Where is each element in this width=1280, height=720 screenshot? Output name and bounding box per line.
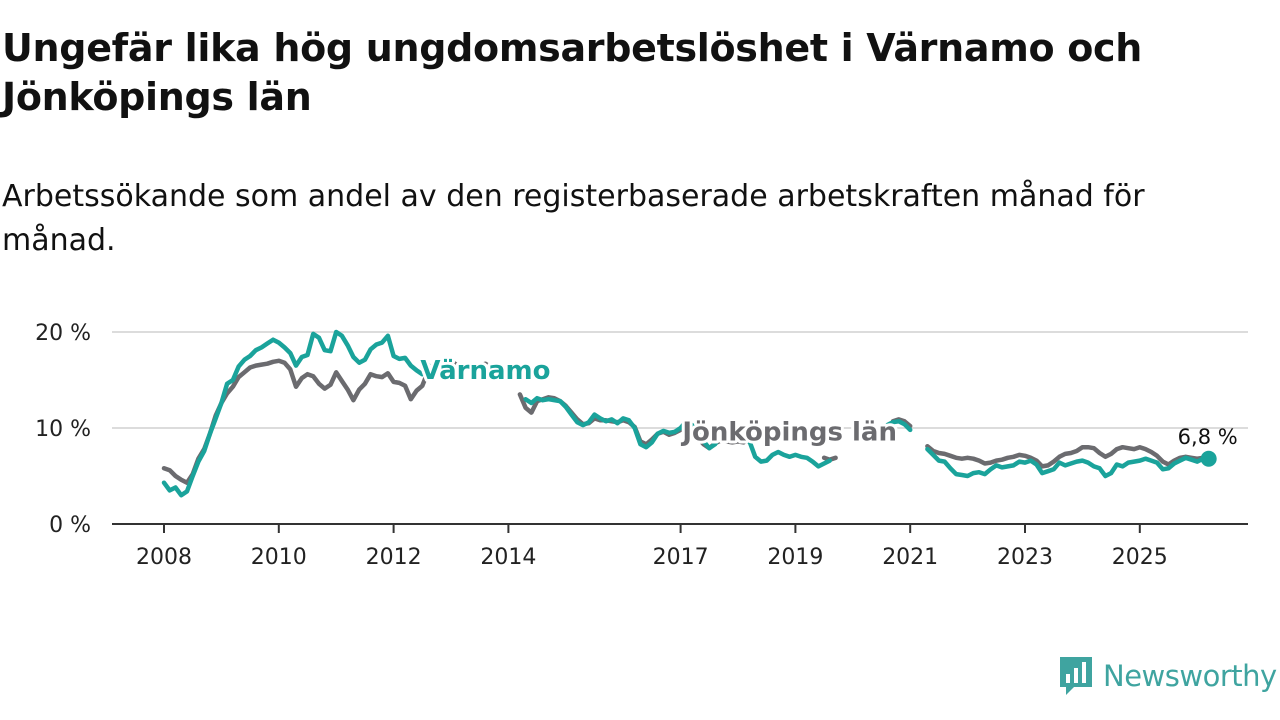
x-tick-label: 2021 (882, 545, 938, 570)
x-tick-label: 2008 (136, 545, 192, 570)
newsworthy-logo: Newsworthy (1058, 655, 1277, 697)
series-labels: Värnamo Jönköpings län 6,8 % (417, 353, 1238, 467)
series-line-jonkopings-lan (161, 358, 431, 485)
series-label-varnamo: Värnamo (420, 356, 550, 386)
x-tick-label: 2025 (1112, 545, 1168, 570)
x-tick-label: 2014 (480, 545, 536, 570)
x-tick-label: 2017 (653, 545, 709, 570)
series-label-jonkopings-lan: Jönköpings län (680, 417, 897, 447)
y-tick-label: 20 % (35, 321, 91, 346)
x-tick-label: 2012 (366, 545, 422, 570)
newsworthy-logo-text: Newsworthy (1103, 659, 1277, 693)
y-tick-label: 10 % (35, 417, 91, 442)
last-value-label: 6,8 % (1178, 425, 1238, 449)
series-line-varnamo (925, 446, 1211, 479)
series-line-jonkopings-lan (477, 361, 494, 370)
series-line-varnamo (523, 395, 833, 469)
newsworthy-logo-icon (1060, 657, 1092, 695)
x-tick-label: 2023 (997, 545, 1053, 570)
x-axis-ticks: 2008 2010 2012 2014 2017 2019 2021 2023 2025 (136, 524, 1168, 570)
x-tick-label: 2019 (767, 545, 823, 570)
series-line-varnamo (161, 329, 437, 498)
series-line-varnamo (884, 419, 913, 433)
series-lines (161, 329, 1211, 498)
last-value-dot (1200, 450, 1217, 467)
y-axis-ticks: 0 % 10 % 20 % (35, 321, 91, 538)
series-line-jonkopings-lan (925, 443, 1211, 469)
y-tick-label: 0 % (49, 513, 91, 538)
x-tick-label: 2010 (251, 545, 307, 570)
chart-title: Ungefär lika hög ungdomsarbetslöshet i V… (2, 26, 1143, 119)
series-line-jonkopings-lan (437, 359, 459, 367)
chart-subtitle: Arbetssökande som andel av den registerb… (2, 179, 1145, 258)
